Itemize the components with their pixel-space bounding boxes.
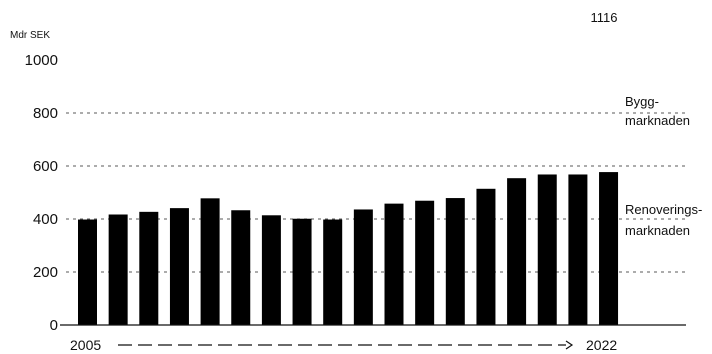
bar-2014 (353, 209, 373, 325)
y-tick-label: 1000 (25, 52, 58, 69)
y-axis-ticks: 0 200 400 600 800 1000 (25, 52, 58, 334)
bar-2017 (445, 198, 465, 325)
bar-2012 (292, 218, 312, 325)
bar-2015 (384, 203, 404, 325)
timeline-arrow-head-icon (565, 340, 574, 350)
bar-2019 (507, 178, 527, 325)
y-tick-label: 400 (33, 211, 58, 228)
unit-label: Mdr SEK (10, 30, 50, 41)
bars (78, 172, 619, 325)
bar-2009 (200, 198, 220, 325)
bar-2007 (139, 211, 159, 325)
bar-2020 (537, 174, 557, 325)
y-tick-label: 800 (33, 105, 58, 122)
x-end-label: 2022 (586, 337, 617, 353)
annotation-byggmarknaden-line1: Bygg- (625, 94, 659, 109)
total-value-label: 1116 (591, 10, 618, 25)
x-start-label: 2005 (70, 337, 101, 353)
bar-2010 (231, 210, 251, 325)
bar-2008 (169, 208, 189, 325)
bar-2021 (568, 174, 588, 325)
bar-2006 (108, 214, 128, 325)
bar-2011 (261, 215, 281, 325)
bar-2016 (415, 200, 435, 325)
bar-2005 (78, 219, 97, 325)
gridlines (66, 112, 686, 273)
bar-2013 (323, 219, 343, 325)
annotation-byggmarknaden-line2: marknaden (625, 113, 690, 128)
bar-2022 (599, 172, 619, 325)
y-tick-label: 600 (33, 158, 58, 175)
y-tick-label: 200 (33, 264, 58, 281)
bar-2018 (476, 188, 496, 325)
y-tick-label: 0 (50, 317, 58, 334)
annotation-renoveringsmarknaden-line2: marknaden (625, 223, 690, 238)
annotation-renoveringsmarknaden-line1: Renoverings- (625, 202, 702, 217)
